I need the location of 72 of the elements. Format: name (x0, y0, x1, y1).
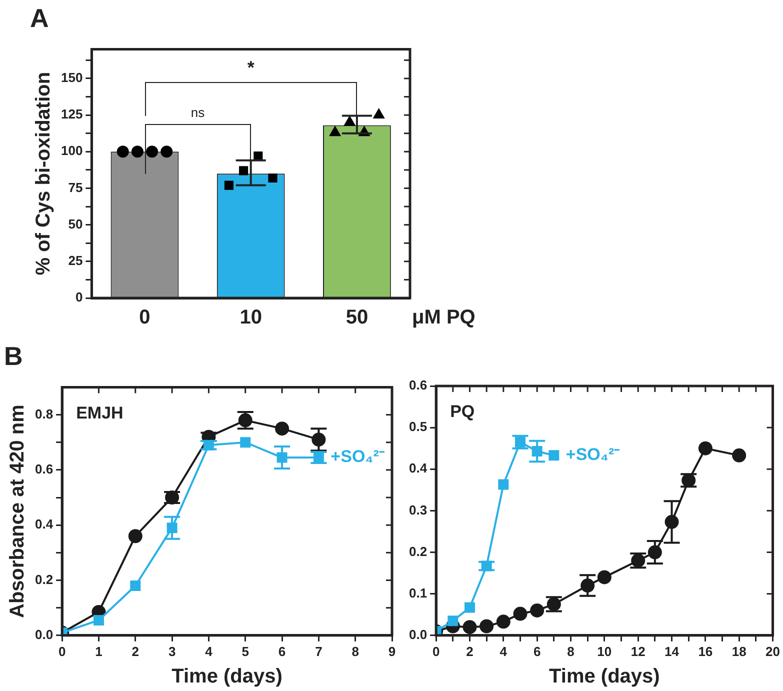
x-axis-title: Time (days) (172, 666, 282, 688)
y-tick-label: 0.5 (408, 419, 428, 434)
point (597, 570, 612, 584)
x-tick-label: 8 (352, 644, 359, 659)
y-tick-label: 0.6 (408, 378, 428, 393)
y-axis-title: % of Cys bi-oxidation (32, 72, 55, 276)
annotation: PQ (450, 402, 475, 422)
y-tick-label: 50 (68, 216, 83, 232)
x-axis-title: μM PQ (412, 306, 476, 329)
x-tick-label: 20 (766, 644, 780, 659)
x-tick-label: 1 (95, 644, 102, 659)
chart-title: B (4, 340, 23, 371)
point (496, 614, 510, 629)
y-tick-label: 150 (60, 70, 83, 86)
point (464, 602, 475, 613)
y-tick-label: 0.4 (34, 516, 54, 532)
y-tick-label: 0.6 (34, 462, 54, 477)
y-tick-label: 0.2 (408, 544, 428, 559)
point (240, 437, 251, 448)
y-axis-title: Absorbance at 420 nm (6, 404, 29, 618)
point (698, 441, 712, 456)
y-tick-label: 0.2 (34, 572, 54, 587)
y-tick-label: 0.1 (408, 585, 428, 600)
point (275, 422, 290, 436)
y-tick-label: 0.0 (34, 626, 54, 642)
x-tick-label: 12 (630, 644, 646, 659)
point (513, 606, 528, 621)
annotation: EMJH (76, 403, 124, 422)
y-tick-label: 0.3 (408, 502, 428, 518)
y-tick-label: 0.8 (34, 406, 54, 422)
point (128, 529, 142, 544)
x-tick-label: 6 (278, 644, 286, 659)
x-tick-label: 8 (567, 644, 574, 659)
y-tick-label: 25 (68, 252, 83, 268)
series-label: +SO₄²⁻ (330, 447, 385, 466)
x-tick-label: 4 (205, 644, 214, 659)
x-axis-title: Time (days) (549, 666, 660, 688)
annotation: ns (190, 104, 206, 120)
point (93, 614, 104, 626)
x-tick-label: 2 (466, 644, 474, 659)
y-tick-label: 0.0 (408, 626, 428, 642)
x-tick-label: 0 (432, 644, 440, 659)
x-tick-label: 9 (388, 644, 396, 659)
point (448, 616, 458, 626)
x-tick-label: 50 (346, 306, 368, 329)
x-tick-label: 0 (139, 306, 150, 329)
point (130, 580, 141, 592)
x-tick-label: 3 (168, 644, 176, 659)
y-tick-label: 100 (60, 143, 83, 158)
x-tick-label: 10 (597, 644, 612, 659)
point (732, 448, 746, 462)
x-tick-label: 16 (698, 644, 713, 659)
chart-title: A (30, 2, 49, 33)
y-tick-label: 0.4 (408, 460, 428, 476)
y-tick-label: 125 (60, 106, 83, 122)
point (498, 479, 509, 490)
x-tick-label: 4 (500, 644, 508, 659)
x-tick-label: 10 (240, 306, 262, 329)
point (462, 620, 477, 634)
x-tick-label: 7 (315, 644, 322, 659)
x-tick-label: 6 (533, 644, 541, 659)
y-tick-label: 0 (75, 290, 83, 305)
y-tick-label: 75 (68, 180, 83, 195)
point (480, 619, 494, 634)
series-label: +SO₄²⁻ (566, 445, 620, 464)
point (530, 603, 544, 618)
x-tick-label: 18 (732, 644, 746, 659)
point (548, 450, 560, 461)
annotation: * (247, 58, 254, 78)
x-tick-label: 14 (664, 644, 680, 659)
x-tick-label: 5 (242, 644, 249, 659)
x-tick-label: 2 (132, 644, 140, 659)
